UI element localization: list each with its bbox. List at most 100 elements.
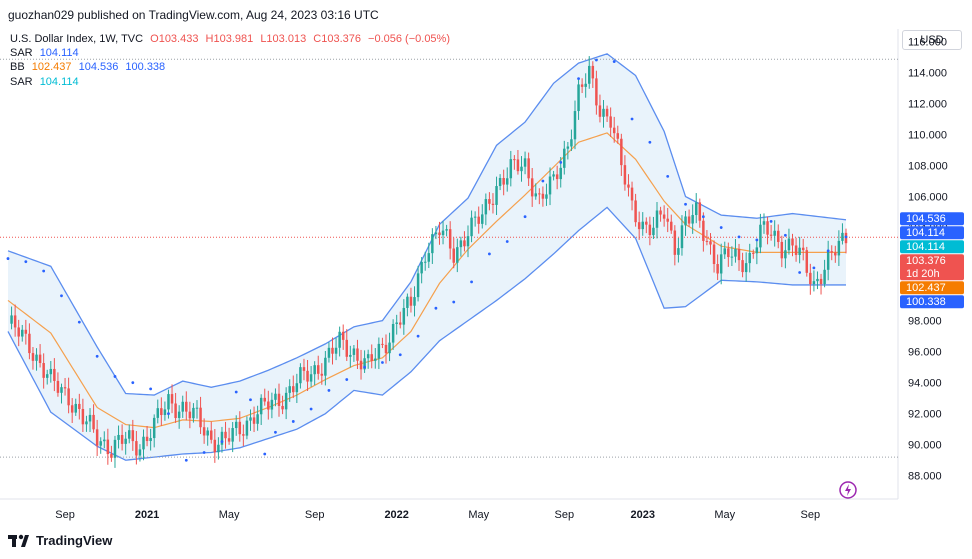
sar-dot	[60, 294, 63, 298]
candle-body	[227, 438, 231, 442]
lightning-icon[interactable]	[838, 480, 858, 500]
candle-body	[238, 421, 242, 435]
candle-body	[637, 222, 641, 230]
candle-body	[110, 454, 113, 458]
candle-body	[320, 373, 324, 376]
footer: TradingView	[8, 533, 112, 548]
candle-body	[677, 248, 680, 255]
candle-body	[324, 357, 327, 376]
sar-dots-group	[6, 58, 848, 462]
sar-dot	[363, 365, 366, 369]
sar-label[interactable]: SAR	[10, 47, 33, 59]
candle-body	[185, 401, 188, 412]
bb-upper-line	[7, 53, 847, 396]
candle-body	[502, 177, 505, 185]
symbol-label[interactable]: U.S. Dollar Index, 1W, TVC	[10, 33, 144, 45]
bb-fill	[8, 53, 846, 461]
price-label-box	[900, 281, 964, 295]
currency-button[interactable]: USD	[902, 30, 962, 50]
candle-body	[363, 358, 366, 370]
candle-body	[81, 408, 85, 425]
candle-body	[349, 354, 352, 357]
sar-dot	[844, 235, 848, 239]
sar-dot	[719, 226, 723, 229]
candle-body	[452, 248, 455, 263]
sar-dot	[42, 269, 46, 273]
sar-dot	[798, 271, 802, 274]
candle-body	[206, 430, 209, 436]
candle-body	[826, 251, 830, 270]
price-chart[interactable]: 116.000 114.000 112.000 110.000 108.000 106.0…	[0, 29, 972, 529]
candle-body	[327, 347, 331, 358]
candle-body	[366, 354, 370, 359]
open-value: O103.433	[150, 33, 199, 45]
candle-body	[466, 236, 470, 247]
candle-body	[281, 405, 284, 410]
candle-body	[356, 348, 359, 361]
candle-body	[152, 417, 156, 439]
candle-body	[434, 232, 438, 235]
candle-body	[491, 203, 495, 205]
candle-body	[74, 403, 77, 413]
candle-body	[331, 347, 334, 354]
candle-body	[730, 256, 734, 258]
candle-body	[17, 327, 20, 337]
candle-body	[106, 439, 110, 455]
candles-group	[10, 56, 848, 468]
bb-basis-line	[7, 132, 846, 429]
sar-dot	[113, 375, 117, 378]
ohlc-legend: U.S. Dollar Index, 1W, TVC O103.433 H103…	[10, 33, 454, 45]
candle-body	[195, 407, 199, 409]
candle-body	[741, 260, 744, 273]
candle-body	[306, 370, 309, 382]
candle-body	[602, 108, 605, 117]
candle-body	[620, 138, 623, 166]
candle-body	[563, 148, 566, 168]
candle-body	[49, 368, 53, 375]
sar-dot	[95, 354, 99, 358]
sar-dot	[309, 407, 313, 411]
candle-body	[616, 133, 620, 139]
candle-body	[28, 333, 31, 354]
sar-dot	[755, 238, 759, 242]
candle-body	[766, 221, 769, 235]
y-tick-label: 94.000	[908, 378, 942, 390]
candle-body	[95, 429, 99, 446]
candle-body	[302, 367, 306, 371]
candle-body	[488, 199, 491, 204]
sar-dot	[470, 280, 473, 284]
candle-body	[167, 394, 170, 410]
bb-label[interactable]: BB	[10, 61, 25, 73]
sar2-value: 104.114	[39, 76, 79, 88]
candle-body	[35, 354, 38, 361]
candle-body	[60, 387, 63, 393]
candle-body	[45, 374, 49, 378]
candle-body	[584, 83, 587, 87]
candle-body	[427, 253, 431, 262]
candle-body	[10, 315, 13, 324]
candle-body	[99, 441, 102, 446]
price-label-text: 104.114	[906, 227, 945, 239]
candle-body	[92, 414, 95, 430]
candle-body	[748, 252, 751, 264]
x-tick-label: May	[219, 509, 240, 521]
candle-body	[138, 449, 142, 456]
candle-body	[459, 240, 463, 248]
candle-body	[263, 397, 266, 402]
sar-dot	[381, 361, 384, 364]
sar-dot	[167, 412, 170, 416]
candle-body	[709, 241, 712, 245]
candle-body	[374, 358, 377, 361]
footer-brand: TradingView	[36, 533, 113, 548]
candle-body	[56, 380, 60, 393]
candle-body	[573, 111, 577, 140]
sar2-label[interactable]: SAR	[10, 76, 33, 88]
candle-body	[313, 365, 316, 375]
candle-body	[381, 343, 384, 345]
price-label-text: 103.376	[906, 255, 946, 267]
candle-body	[477, 216, 480, 224]
candle-body	[805, 250, 809, 273]
sar-dot	[77, 320, 81, 324]
candle-body	[666, 218, 669, 222]
sar-dot	[769, 219, 773, 223]
